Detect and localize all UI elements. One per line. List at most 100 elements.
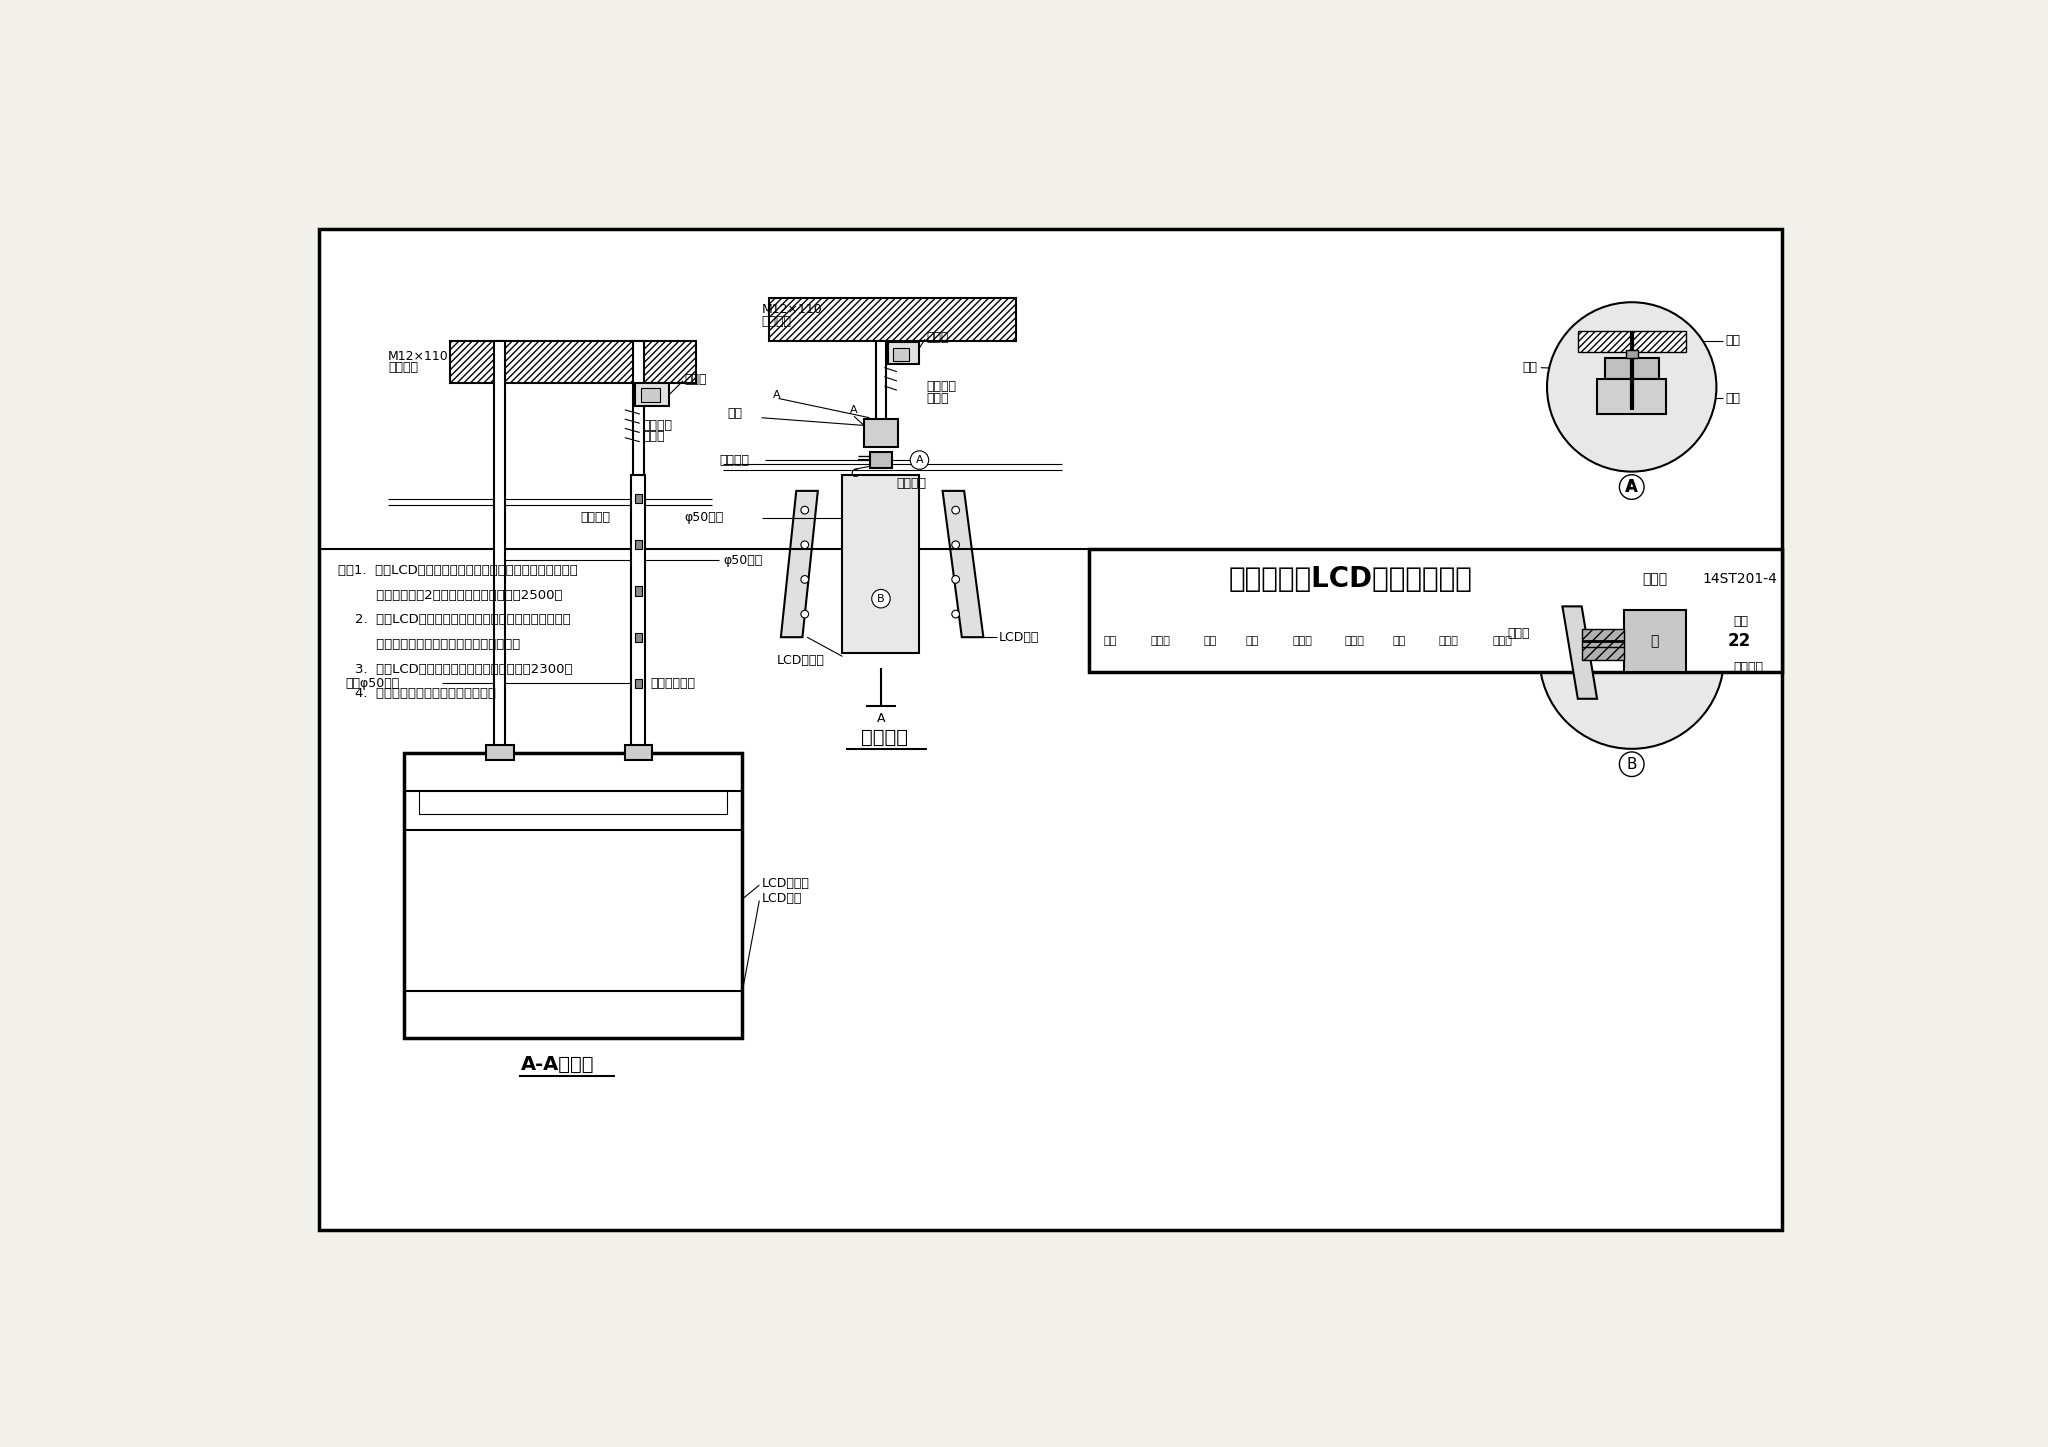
Circle shape (952, 611, 961, 618)
Circle shape (872, 589, 891, 608)
Bar (635, 540, 641, 550)
Bar (1581, 629, 1624, 660)
Text: 抱箍: 抱箍 (727, 408, 741, 421)
Bar (635, 383, 670, 407)
Text: LCD显示屏: LCD显示屏 (762, 877, 809, 890)
Text: 膨胀螺栓: 膨胀螺栓 (762, 315, 793, 328)
Text: B: B (877, 593, 885, 603)
Bar (485, 745, 514, 760)
Bar (635, 493, 641, 504)
Polygon shape (942, 491, 983, 637)
Text: φ50钢管: φ50钢管 (684, 511, 723, 524)
Bar (319, 229, 1782, 1230)
Text: 膨胀螺栓: 膨胀螺栓 (389, 362, 418, 375)
Text: 设计: 设计 (1393, 637, 1405, 645)
Text: 4.  膨胀螺栓规格型号符合设计要求。: 4. 膨胀螺栓规格型号符合设计要求。 (338, 687, 496, 700)
Text: A: A (915, 454, 924, 464)
Bar (1597, 379, 1667, 414)
Text: 水平误差小于2，屏底边距离地面不低于2500。: 水平误差小于2，屏底边距离地面不低于2500。 (338, 589, 563, 602)
Bar (420, 792, 727, 815)
Bar (1624, 611, 1686, 671)
Bar (870, 453, 891, 467)
Text: 金属软管: 金属软管 (643, 420, 672, 433)
Text: 进线孔: 进线孔 (926, 392, 948, 405)
Bar (893, 349, 909, 360)
Text: 吊箱: 吊箱 (1733, 615, 1749, 628)
Circle shape (1540, 564, 1724, 750)
Text: A: A (850, 405, 858, 415)
Text: 校对: 校对 (1245, 637, 1260, 645)
Text: 接线盒: 接线盒 (684, 373, 707, 386)
Bar (864, 420, 897, 447)
Text: A: A (774, 389, 780, 399)
Text: 螺栓: 螺栓 (1726, 334, 1741, 347)
Bar (1626, 350, 1638, 357)
Text: 装修吊顶: 装修吊顶 (582, 511, 610, 524)
Text: 抱箍: 抱箍 (1524, 362, 1538, 375)
Bar (633, 340, 643, 476)
Bar (770, 298, 1016, 340)
Circle shape (952, 541, 961, 548)
Text: B: B (1626, 757, 1636, 771)
Text: A-A剖面图: A-A剖面图 (520, 1055, 594, 1074)
Text: A: A (877, 712, 885, 725)
Text: 内径φ50钢管: 内径φ50钢管 (346, 677, 399, 690)
Text: 吴龙飞: 吴龙飞 (1493, 637, 1513, 645)
Text: 22: 22 (1729, 632, 1751, 650)
Text: LCD吊箱: LCD吊箱 (999, 631, 1038, 644)
Bar (494, 340, 506, 752)
Bar (842, 476, 920, 653)
Bar (625, 745, 651, 760)
Text: M12×110: M12×110 (389, 350, 449, 363)
Text: A: A (1626, 479, 1636, 495)
Text: 瑞静: 瑞静 (1204, 637, 1217, 645)
Bar (631, 476, 645, 752)
Circle shape (801, 541, 809, 548)
Text: 吴龙飞: 吴龙飞 (1440, 637, 1458, 645)
Polygon shape (780, 491, 817, 637)
Text: 高洪波: 高洪波 (1346, 637, 1364, 645)
Text: 接线盒: 接线盒 (926, 331, 948, 344)
Bar (889, 343, 920, 363)
Text: C: C (850, 469, 858, 479)
Polygon shape (1563, 606, 1597, 699)
Text: 审核: 审核 (1104, 637, 1116, 645)
Circle shape (1620, 475, 1645, 499)
Circle shape (909, 451, 928, 469)
Text: 连接螺栓: 连接螺栓 (1733, 661, 1763, 674)
Text: 装修吊顶: 装修吊顶 (897, 476, 926, 489)
Text: 高洪波: 高洪波 (1292, 637, 1313, 645)
Bar (635, 586, 641, 596)
Text: 注：1.  站厅LCD显示屏采用吊挂式安装，屏体必须保持水平，: 注：1. 站厅LCD显示屏采用吊挂式安装，屏体必须保持水平， (338, 564, 578, 577)
Text: 等距离调节孔: 等距离调节孔 (649, 677, 694, 690)
Text: 金属软管: 金属软管 (926, 381, 956, 394)
Text: 图集号: 图集号 (1642, 573, 1667, 586)
Text: LCD吊箱: LCD吊箱 (762, 893, 803, 906)
Bar (641, 388, 659, 402)
Text: 王富章: 王富章 (1151, 637, 1169, 645)
Bar (451, 340, 696, 383)
Text: A: A (1626, 478, 1638, 496)
Bar (635, 632, 641, 642)
Text: LCD显示屏: LCD显示屏 (776, 654, 825, 667)
Bar (1090, 548, 1782, 671)
Bar (1577, 331, 1686, 352)
Circle shape (801, 576, 809, 583)
Text: φ50钢管: φ50钢管 (723, 554, 762, 567)
Circle shape (801, 611, 809, 618)
Text: M12×110: M12×110 (762, 304, 823, 317)
Text: 14ST201-4: 14ST201-4 (1702, 573, 1778, 586)
Circle shape (952, 576, 961, 583)
Bar (635, 679, 641, 687)
Text: 显示屏: 显示屏 (1507, 627, 1530, 640)
Circle shape (1546, 302, 1716, 472)
Circle shape (952, 506, 961, 514)
Text: 吊箱: 吊箱 (1726, 392, 1741, 405)
Bar (403, 752, 741, 1037)
Circle shape (1620, 752, 1645, 777)
Text: 连接螺栓: 连接螺栓 (719, 453, 750, 466)
Bar (1606, 357, 1659, 379)
Circle shape (801, 506, 809, 514)
Text: 进线孔: 进线孔 (643, 430, 666, 443)
Bar (877, 340, 887, 433)
